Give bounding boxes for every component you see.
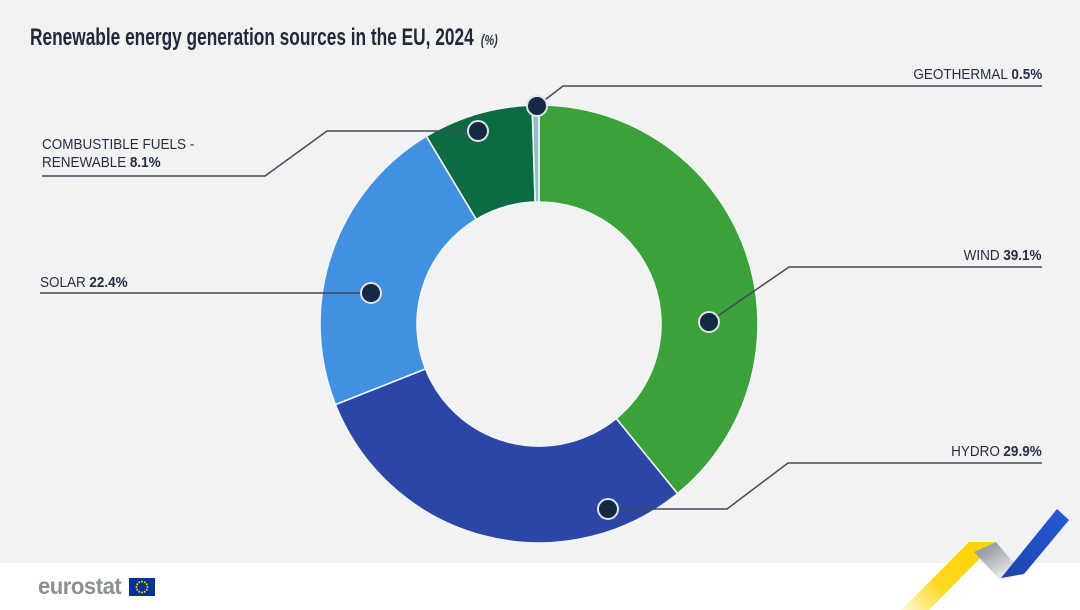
ribbon-graphic <box>901 509 1069 610</box>
label-hydro-value: 29.9% <box>1003 443 1042 460</box>
pie-slice-hydro <box>334 368 679 544</box>
label-combustible-line1: COMBUSTIBLE FUELS - <box>42 136 195 153</box>
donut-slices <box>319 104 759 544</box>
label-wind: WIND 39.1% <box>964 247 1042 265</box>
label-combustible-line2: RENEWABLE <box>42 154 127 171</box>
slice-dot-hydro <box>597 498 619 520</box>
leader-lines <box>40 85 1042 510</box>
leader-line-wind <box>708 266 1042 323</box>
eurostat-logo: eurostat <box>38 573 155 600</box>
label-wind-value: 39.1% <box>1003 247 1042 264</box>
eu-flag-icon <box>128 577 155 596</box>
leader-line-hydro <box>608 462 1042 510</box>
label-solar-value: 22.4% <box>89 274 128 291</box>
slice-dot-wind <box>698 311 720 333</box>
slice-dot-geothermal <box>526 95 548 117</box>
label-combustible-fuels: COMBUSTIBLE FUELS - RENEWABLE 8.1% <box>42 136 194 172</box>
label-wind-name: WIND <box>964 247 1001 264</box>
slice-dot-combustible <box>467 120 489 142</box>
slice-markers <box>360 95 720 520</box>
label-geothermal: GEOTHERMAL 0.5% <box>913 66 1042 84</box>
leader-line-geothermal <box>536 85 1042 107</box>
chart-title-text: Renewable energy generation sources in t… <box>30 24 474 51</box>
chart-unit-note: (%) <box>480 32 498 49</box>
ribbon-blue-band <box>1001 509 1069 578</box>
pie-slice-wind <box>538 104 759 495</box>
chart-title: Renewable energy generation sources in t… <box>30 24 498 52</box>
label-geothermal-name: GEOTHERMAL <box>913 66 1008 83</box>
eurostat-logo-text: eurostat <box>38 573 122 599</box>
ribbon-yellow-band <box>901 542 996 610</box>
label-solar: SOLAR 22.4% <box>40 274 128 292</box>
label-hydro-name: HYDRO <box>951 443 1001 460</box>
label-combustible-value: 8.1% <box>129 154 161 171</box>
slice-dot-solar <box>360 282 382 304</box>
label-hydro: HYDRO 29.9% <box>951 443 1042 461</box>
pie-slice-solar <box>319 135 478 406</box>
label-geothermal-value: 0.5% <box>1011 66 1042 83</box>
footer-strip <box>0 563 1080 610</box>
leader-line-combustible <box>42 130 478 177</box>
label-solar-name: SOLAR <box>40 274 86 291</box>
